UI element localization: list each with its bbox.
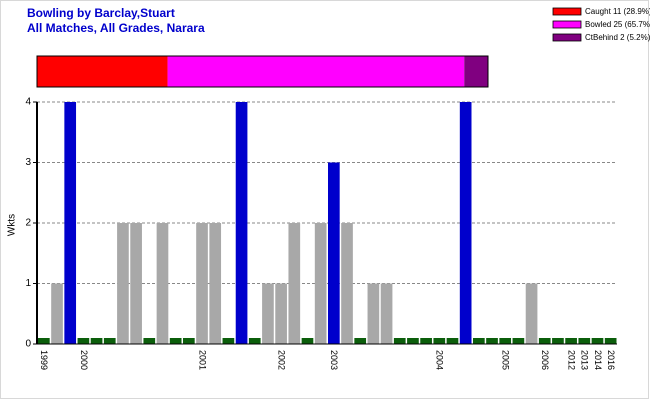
x-tick-label: 2005	[501, 350, 511, 370]
bar	[512, 338, 525, 344]
bar	[565, 338, 577, 344]
x-tick-label: 2001	[197, 350, 207, 370]
y-axis-label: Wkts	[7, 214, 18, 236]
bar	[525, 283, 538, 344]
bar	[367, 283, 380, 344]
y-tick-label: 1	[25, 278, 31, 289]
bar	[604, 338, 617, 344]
bar	[38, 338, 50, 344]
bar	[578, 338, 591, 344]
proportion-segment	[464, 56, 488, 87]
bar	[156, 223, 169, 344]
bar	[77, 338, 90, 344]
x-tick-label: 2004	[435, 350, 445, 370]
bar	[473, 338, 485, 344]
bar	[393, 338, 406, 344]
x-tick-label: 2013	[580, 350, 590, 370]
bar	[420, 338, 432, 344]
bar	[354, 338, 367, 344]
bar	[275, 283, 287, 344]
bar	[51, 283, 63, 344]
bar	[209, 223, 222, 344]
bar	[486, 338, 498, 344]
bar	[248, 338, 261, 344]
x-tick-label: 2014	[593, 350, 603, 370]
legend-label: CtBehind 2 (5.2%)	[585, 33, 650, 42]
bar	[103, 338, 116, 344]
bar	[117, 223, 129, 344]
bar	[130, 223, 142, 344]
bar	[407, 338, 419, 344]
bar	[341, 223, 353, 344]
y-tick-label: 3	[25, 157, 31, 168]
y-tick-label: 0	[25, 339, 31, 350]
bar	[143, 338, 156, 344]
bar	[196, 223, 208, 344]
proportion-border	[36, 55, 489, 88]
bar	[591, 338, 604, 344]
bar	[433, 338, 446, 344]
x-tick-label: 2002	[276, 350, 286, 370]
bar	[235, 102, 248, 344]
proportion-segment	[37, 56, 168, 87]
bar	[459, 102, 472, 344]
bar	[380, 283, 393, 344]
chart-subtitle: All Matches, All Grades, Narara	[27, 21, 205, 35]
legend-swatch	[552, 7, 582, 16]
bar	[262, 283, 274, 344]
legend-label: Bowled 25 (65.7%)	[585, 20, 650, 29]
x-tick-label: 2016	[606, 350, 616, 370]
bar	[301, 338, 314, 344]
x-tick-label: 2006	[540, 350, 550, 370]
x-tick-label: 2012	[566, 350, 576, 370]
legend-label: Caught 11 (28.9%)	[585, 7, 650, 16]
x-tick-label: 2000	[79, 350, 89, 370]
bar	[446, 338, 459, 344]
bar	[169, 338, 182, 344]
chart-title: Bowling by Barclay,Stuart	[27, 6, 175, 20]
bar	[222, 338, 235, 344]
legend-swatch	[552, 20, 582, 29]
proportion-segment	[167, 56, 465, 87]
legend-swatch	[552, 33, 582, 42]
y-tick-label: 2	[25, 218, 31, 229]
bar	[552, 338, 564, 344]
bar	[538, 338, 551, 344]
bar	[314, 223, 327, 344]
bar	[288, 223, 301, 344]
bar	[183, 338, 195, 344]
x-tick-label: 2003	[329, 350, 339, 370]
bar	[328, 162, 340, 344]
bar	[499, 338, 512, 344]
x-tick-label: 1999	[39, 350, 49, 370]
bar	[90, 338, 103, 344]
y-tick-label: 4	[25, 97, 31, 108]
bar	[64, 102, 77, 344]
